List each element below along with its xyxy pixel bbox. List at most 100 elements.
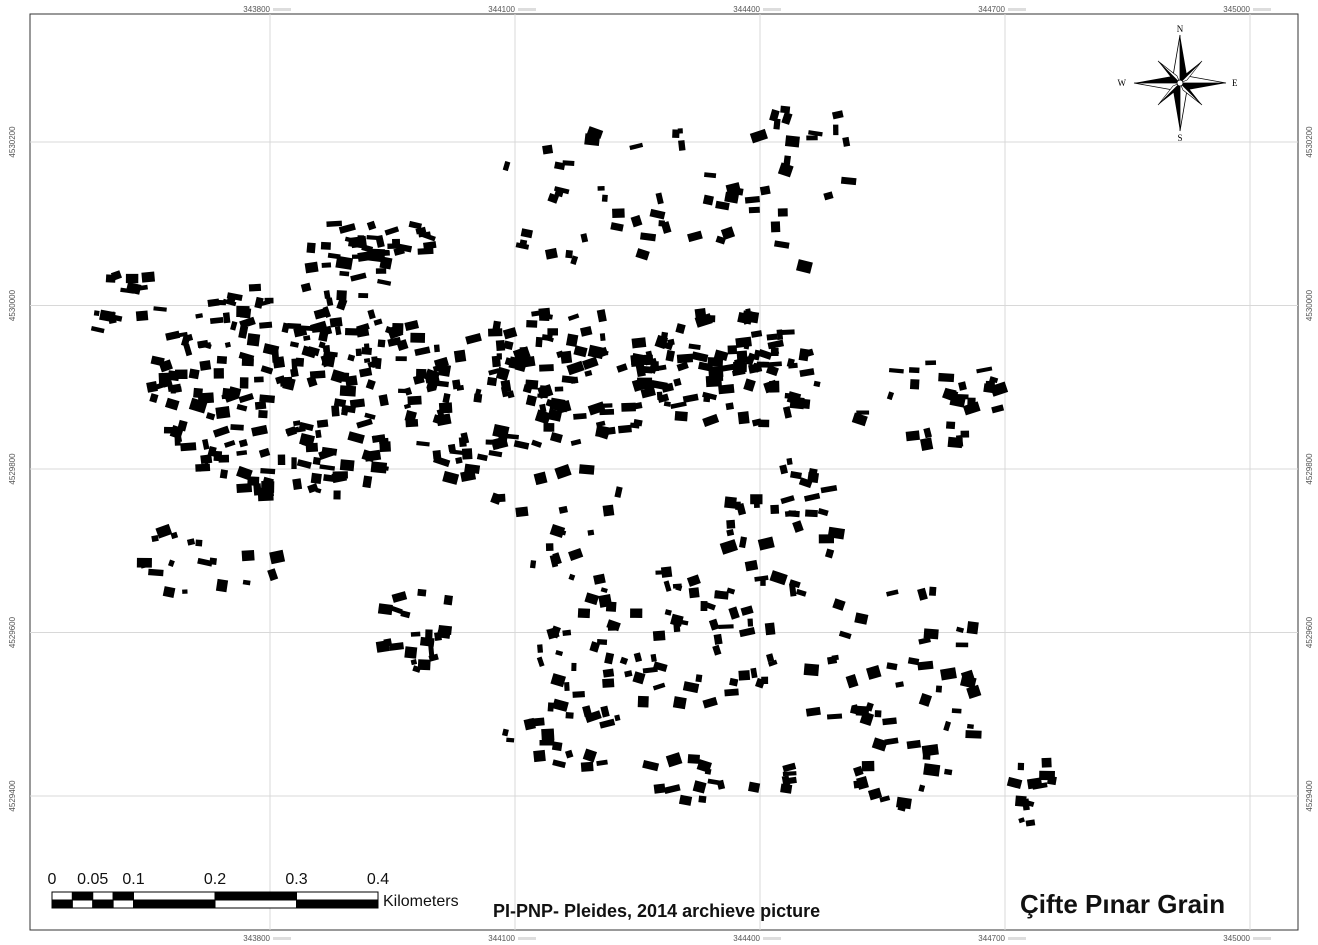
building: [691, 351, 709, 363]
building: [526, 319, 538, 328]
building: [695, 674, 703, 683]
building: [215, 406, 231, 420]
building: [377, 603, 393, 616]
building: [661, 382, 674, 393]
building: [599, 333, 606, 342]
building: [720, 226, 736, 240]
building: [854, 612, 869, 625]
building: [258, 447, 271, 458]
building: [678, 140, 686, 151]
coord-marker: [1253, 8, 1271, 11]
building: [726, 529, 735, 537]
building: [737, 411, 750, 425]
building: [387, 243, 399, 249]
building: [238, 351, 255, 362]
building: [188, 368, 200, 380]
building: [562, 629, 572, 637]
building: [573, 345, 588, 358]
building: [107, 311, 117, 325]
building: [736, 503, 747, 516]
building: [767, 339, 785, 350]
building: [207, 298, 220, 307]
building: [637, 377, 653, 390]
building: [375, 357, 382, 370]
building: [519, 346, 528, 354]
building: [831, 110, 844, 120]
building: [552, 698, 569, 712]
building: [618, 365, 624, 372]
building: [375, 234, 385, 248]
building: [474, 388, 482, 398]
building: [417, 588, 427, 597]
building: [757, 536, 775, 551]
building: [735, 336, 752, 349]
building: [640, 232, 657, 242]
building: [428, 644, 435, 657]
building: [856, 410, 870, 415]
building: [416, 440, 430, 447]
building: [750, 330, 763, 338]
building: [795, 259, 813, 274]
building: [310, 472, 322, 485]
building: [637, 695, 649, 708]
building: [554, 386, 564, 392]
scale-segment: [296, 899, 379, 909]
building: [766, 333, 778, 341]
building: [584, 370, 593, 377]
building: [205, 412, 216, 421]
building: [573, 412, 587, 420]
building: [93, 310, 100, 317]
building: [763, 379, 779, 394]
building: [779, 464, 789, 475]
building: [167, 559, 175, 567]
building: [326, 220, 343, 227]
building: [798, 477, 813, 489]
building: [295, 357, 305, 367]
building: [586, 126, 604, 139]
compass: N S E W: [1118, 24, 1239, 143]
building: [630, 214, 643, 228]
scale-label: 0.4: [367, 871, 389, 888]
building: [505, 433, 519, 440]
building: [642, 666, 658, 674]
building: [918, 692, 933, 707]
scale-segment: [214, 899, 297, 909]
building: [958, 381, 967, 391]
building: [361, 347, 372, 356]
building: [153, 306, 167, 312]
building: [738, 670, 751, 681]
building: [452, 379, 461, 390]
building: [827, 656, 838, 665]
building: [555, 649, 564, 657]
scale-segment: [112, 891, 134, 901]
y-coord-label: 4529400: [8, 780, 17, 812]
building: [840, 176, 857, 186]
building: [391, 591, 408, 603]
building: [676, 361, 689, 372]
building: [966, 621, 979, 635]
x-coord-label: 345000: [1223, 5, 1250, 14]
building: [476, 453, 488, 462]
building: [433, 344, 440, 353]
building: [824, 548, 835, 559]
building: [749, 128, 768, 144]
building: [460, 432, 470, 444]
building: [520, 228, 533, 239]
building: [316, 419, 329, 428]
scale-segment: [71, 899, 94, 909]
scale-bar: 0 0.05 0.1 0.2 0.3 0.4 Kilometers: [48, 871, 459, 910]
building: [589, 641, 601, 653]
building: [195, 539, 203, 547]
scale-segment: [92, 891, 114, 901]
building: [226, 293, 237, 304]
building: [377, 339, 386, 348]
building: [260, 467, 276, 475]
building: [712, 644, 722, 656]
map-title: Çifte Pınar Grain: [1020, 889, 1225, 919]
building: [371, 248, 385, 261]
building: [242, 579, 251, 586]
building: [806, 135, 818, 141]
building: [496, 353, 502, 360]
building: [571, 662, 577, 672]
building: [595, 425, 610, 439]
